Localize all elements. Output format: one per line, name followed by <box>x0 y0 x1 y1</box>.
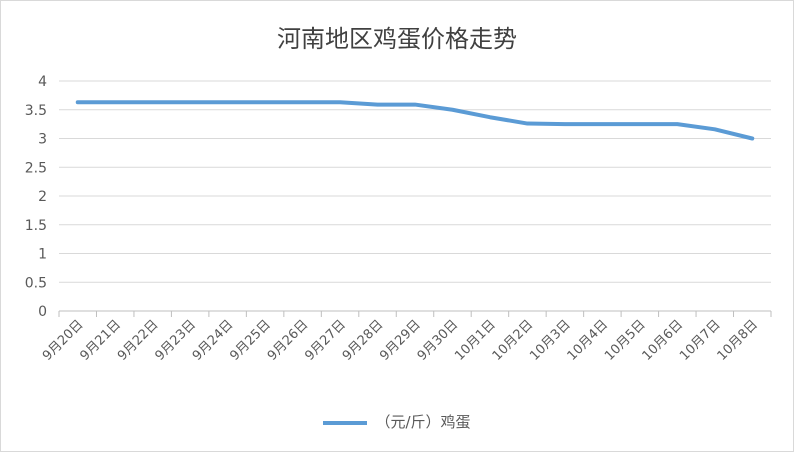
x-tick-label: 9月27日 <box>302 317 349 364</box>
y-tick-label: 1 <box>38 247 47 263</box>
x-tick-label: 9月20日 <box>40 317 87 364</box>
x-tick-label: 9月28日 <box>340 317 387 364</box>
y-tick-label: 0 <box>38 304 47 320</box>
y-tick-label: 0.5 <box>25 275 47 291</box>
y-tick-label: 1.5 <box>25 218 47 234</box>
x-tick-label: 9月25日 <box>227 317 274 364</box>
x-tick-label: 9月26日 <box>265 317 312 364</box>
legend: （元/斤）鸡蛋 <box>1 411 793 432</box>
x-tick-label: 9月23日 <box>152 317 199 364</box>
legend-label: （元/斤）鸡蛋 <box>375 413 470 431</box>
x-tick-label: 10月3日 <box>527 317 574 364</box>
x-tick-label: 10月7日 <box>677 317 724 364</box>
x-tick-label: 9月30日 <box>415 317 462 364</box>
y-tick-label: 2 <box>38 189 47 205</box>
x-tick-label: 9月29日 <box>377 317 424 364</box>
x-tick-label: 10月8日 <box>715 317 762 364</box>
y-tick-label: 2.5 <box>25 160 47 176</box>
x-tick-label: 9月24日 <box>190 317 237 364</box>
x-tick-label: 9月22日 <box>115 317 162 364</box>
legend-swatch <box>323 421 367 425</box>
x-tick-label: 10月4日 <box>565 317 612 364</box>
y-tick-label: 3 <box>38 132 47 148</box>
x-tick-label: 10月6日 <box>640 317 687 364</box>
x-tick-label: 10月1日 <box>452 317 499 364</box>
x-tick-label: 9月21日 <box>77 317 124 364</box>
y-tick-label: 3.5 <box>25 103 47 119</box>
y-tick-label: 4 <box>38 74 47 90</box>
x-tick-label: 10月2日 <box>490 317 537 364</box>
x-tick-label: 10月5日 <box>602 317 649 364</box>
series-line <box>78 102 753 138</box>
